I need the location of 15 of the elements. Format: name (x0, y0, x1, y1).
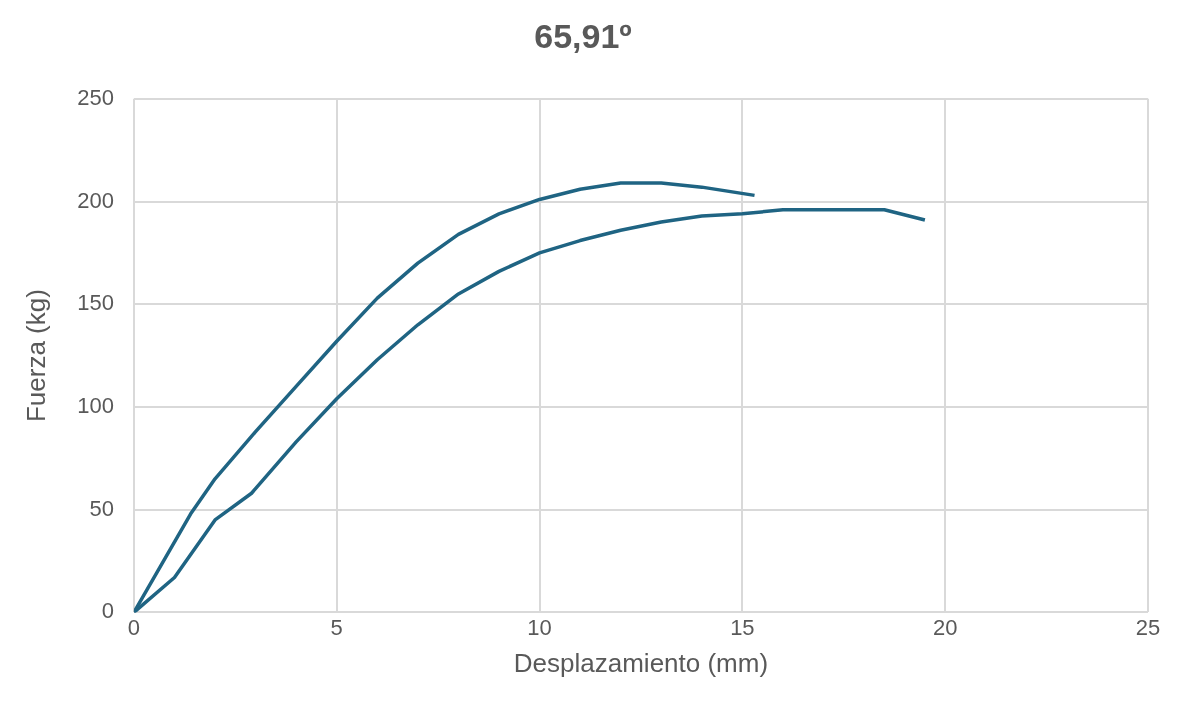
x-tick-label: 10 (527, 614, 552, 640)
x-tick-label: 5 (330, 614, 343, 640)
y-tick-label: 100 (77, 393, 114, 419)
chart-title: 65,91º (534, 16, 632, 55)
y-tick-label: 150 (77, 290, 114, 316)
y-tick-label: 200 (77, 187, 114, 213)
y-tick-label: 250 (77, 84, 114, 110)
y-tick-label: 0 (101, 598, 114, 624)
y-axis-title: Fuerza (kg) (20, 289, 51, 423)
x-tick-label: 15 (730, 614, 755, 640)
y-tick-label: 50 (89, 495, 114, 521)
x-tick-label: 20 (932, 614, 958, 640)
x-tick-label: 0 (127, 614, 141, 640)
x-tick-label: 25 (1135, 614, 1161, 640)
x-axis-title: Desplazamiento (mm) (513, 647, 769, 678)
